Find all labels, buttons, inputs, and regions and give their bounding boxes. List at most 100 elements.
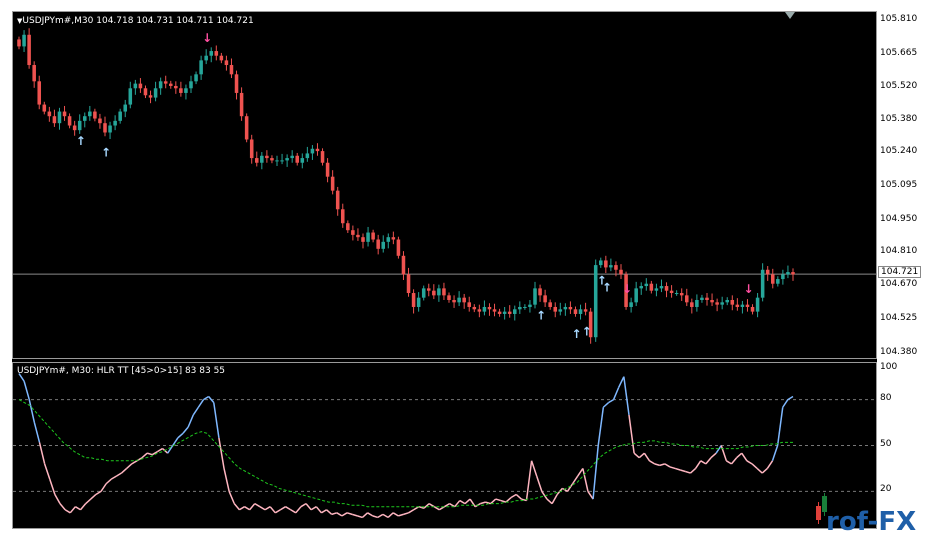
- hlr-segment: [561, 487, 568, 493]
- candle-body: [371, 232, 375, 240]
- candle-body: [781, 274, 785, 280]
- price-chart-pane[interactable]: ↑ ↑ ↑ ↑ ↑ ↑ ↑ ↓ ↓ ↓: [12, 11, 878, 359]
- candle-body: [346, 223, 350, 231]
- hlr-segment: [351, 513, 358, 517]
- candle-body: [467, 302, 472, 307]
- hlr-segment: [741, 452, 748, 462]
- candle-body: [437, 288, 441, 296]
- candle-body: [593, 265, 598, 338]
- hlr-segment: [464, 498, 471, 505]
- candle-body: [153, 88, 158, 98]
- candle-body: [77, 120, 82, 131]
- candle-body: [523, 306, 527, 308]
- hlr-segment: [244, 506, 251, 511]
- candle-body: [533, 288, 537, 305]
- hlr-segment: [582, 468, 589, 492]
- hlr-segment: [233, 503, 240, 511]
- buy-arrow-icon: ↑: [101, 145, 111, 159]
- hlr-segment: [249, 503, 256, 511]
- hlr-segment: [674, 467, 681, 471]
- candle-body: [791, 272, 795, 275]
- price-tick-label: 104.810: [880, 246, 918, 257]
- candle-body: [690, 302, 694, 307]
- candle-body: [199, 60, 203, 75]
- hlr-segment: [228, 491, 235, 504]
- buy-arrow-icon: ↑: [76, 134, 86, 148]
- candle-body: [391, 237, 396, 240]
- svg-text:rof-FX: rof-FX: [826, 507, 916, 536]
- candle-body: [340, 209, 345, 224]
- hlr-segment: [28, 399, 36, 423]
- candle-body: [558, 309, 563, 312]
- candle-body: [32, 65, 36, 82]
- hlr-segment: [79, 503, 87, 511]
- hlr-segment: [495, 498, 502, 502]
- hlr-segment: [720, 445, 728, 462]
- indicator-pane[interactable]: [12, 362, 878, 529]
- hlr-segment: [761, 467, 768, 474]
- hlr-segment: [38, 442, 46, 465]
- candle-body: [22, 34, 26, 47]
- candle-body: [786, 272, 790, 275]
- hlr-segment: [110, 475, 117, 480]
- candle-body: [770, 274, 775, 284]
- candle-body: [472, 306, 477, 310]
- hlr-segment: [310, 506, 317, 511]
- hlr-segment: [321, 509, 327, 514]
- hlr-segment: [628, 414, 635, 454]
- scroll-marker-icon[interactable]: [785, 12, 795, 19]
- hlr-segment: [535, 475, 543, 492]
- candle-body: [184, 88, 188, 93]
- hlr-segment: [751, 463, 758, 470]
- hlr-segment: [146, 452, 153, 456]
- candle-body: [315, 148, 320, 152]
- collapse-triangle-icon[interactable]: ▼: [17, 17, 23, 25]
- candle-body: [335, 190, 340, 210]
- hlr-segment: [505, 496, 512, 503]
- hlr-segment: [239, 506, 245, 511]
- candle-body: [179, 88, 183, 93]
- candle-body: [88, 111, 92, 117]
- hlr-segment: [710, 452, 717, 459]
- candle-body: [629, 302, 633, 307]
- hlr-segment: [592, 445, 599, 500]
- candle-body: [103, 123, 107, 133]
- hlr-segment: [618, 376, 625, 388]
- candle-body: [583, 309, 588, 312]
- hlr-segment: [566, 483, 574, 492]
- candle-body: [705, 297, 709, 300]
- hlr-segment: [638, 452, 645, 459]
- hlr-segment: [602, 402, 609, 408]
- candle-body: [204, 55, 208, 61]
- candle-body: [700, 297, 704, 300]
- hlr-segment: [413, 506, 420, 511]
- candle-body: [386, 237, 391, 242]
- candle-body: [194, 74, 198, 82]
- candle-body: [310, 148, 315, 154]
- candle-body: [351, 230, 355, 235]
- hlr-segment: [403, 512, 409, 516]
- hlr-segment: [223, 468, 230, 492]
- hlr-segment: [771, 445, 779, 462]
- indicator-header-text: USDJPYm#, M30: HLR TT [45>0>15] 83 83 55: [17, 366, 226, 376]
- candle-body: [133, 83, 138, 89]
- candle-body: [452, 300, 456, 303]
- candle-body: [614, 265, 618, 270]
- candle-body: [366, 232, 370, 242]
- candle-body: [113, 120, 117, 126]
- indicator-tick-label: 80: [880, 392, 892, 403]
- hlr-segment: [623, 376, 630, 415]
- candle-body: [57, 111, 62, 124]
- candle-body: [735, 304, 740, 307]
- buy-arrow-icon: ↑: [571, 327, 581, 341]
- candle-body: [750, 306, 755, 312]
- hlr-segment: [571, 475, 579, 485]
- candle-body: [426, 288, 431, 291]
- hlr-segment: [18, 373, 25, 382]
- candle-body: [325, 162, 330, 177]
- candle-body: [416, 297, 421, 307]
- candle-body: [37, 81, 42, 105]
- hlr-segment: [485, 501, 491, 505]
- candle-body: [755, 297, 760, 312]
- indicator-header: USDJPYm#, M30: HLR TT [45>0>15] 83 83 55: [17, 366, 225, 376]
